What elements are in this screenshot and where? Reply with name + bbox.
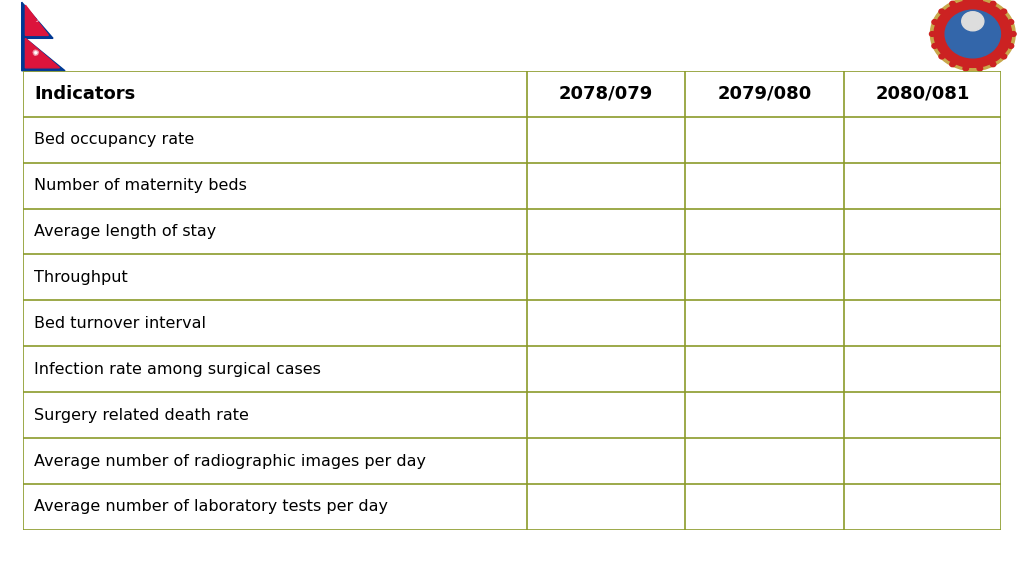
Circle shape [930,32,935,36]
Text: Indicators: Indicators [34,85,135,103]
Circle shape [932,44,937,48]
Text: Average length of stay: Average length of stay [34,224,216,239]
Text: Bed turnover interval: Bed turnover interval [34,316,206,331]
Circle shape [1011,32,1016,36]
Circle shape [990,62,995,67]
Polygon shape [22,2,53,39]
Circle shape [945,10,1000,58]
Text: ☽: ☽ [32,16,39,24]
Text: 2080/081: 2080/081 [876,85,970,103]
Text: Number of maternity beds: Number of maternity beds [34,178,247,193]
Polygon shape [22,35,66,71]
Circle shape [934,1,1012,67]
Circle shape [977,0,983,2]
Circle shape [950,1,955,6]
Text: Average number of laboratory tests per day: Average number of laboratory tests per d… [34,499,388,514]
Circle shape [939,54,944,59]
Circle shape [990,1,995,6]
Circle shape [962,12,984,31]
Text: Bed occupancy rate: Bed occupancy rate [34,132,195,147]
Circle shape [963,66,969,71]
Circle shape [1009,20,1014,24]
Circle shape [950,62,955,67]
Circle shape [977,66,983,71]
Text: ✺: ✺ [32,50,39,58]
Circle shape [932,20,937,24]
Circle shape [1001,54,1007,59]
Circle shape [939,9,944,14]
Text: Throughput: Throughput [34,270,128,285]
Circle shape [963,0,969,2]
Circle shape [931,0,1015,70]
Polygon shape [26,39,59,68]
Text: Infection rate among surgical cases: Infection rate among surgical cases [34,362,322,377]
Text: 2079/080: 2079/080 [718,85,812,103]
Text: Trend of Key Hospital Indicators: Trend of Key Hospital Indicators [207,17,810,51]
Text: 2078/079: 2078/079 [559,85,653,103]
Text: Average number of radiographic images per day: Average number of radiographic images pe… [34,453,426,468]
Polygon shape [26,5,48,35]
Circle shape [1001,9,1007,14]
Circle shape [1009,44,1014,48]
Text: Surgery related death rate: Surgery related death rate [34,408,249,423]
